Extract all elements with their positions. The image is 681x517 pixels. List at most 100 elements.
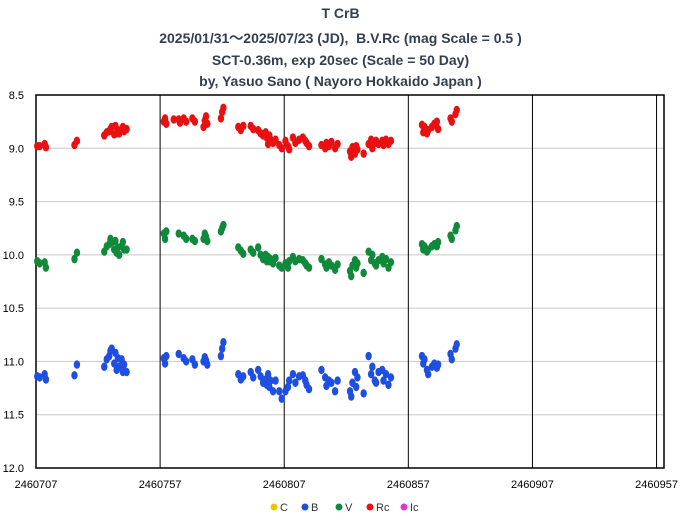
legend-marker-rc (366, 503, 374, 511)
data-point-b (434, 360, 442, 369)
plot-frame (35, 94, 665, 469)
data-point-v (254, 243, 262, 252)
x-tick-label: 2460707 (15, 479, 58, 491)
x-tick-label: 2460857 (387, 479, 430, 491)
data-point-v (42, 263, 50, 272)
data-point-b (365, 351, 372, 361)
data-point-rc (182, 117, 190, 126)
data-point-b (305, 384, 313, 394)
y-tick-label: 8.5 (9, 90, 24, 102)
legend-marker-b (301, 503, 309, 511)
data-point-rc (387, 136, 395, 146)
data-point-b (204, 360, 211, 369)
data-point-b (36, 373, 43, 382)
data-point-v (434, 237, 442, 247)
data-point-v (360, 268, 367, 278)
data-point-b (448, 355, 455, 364)
data-point-rc (217, 114, 225, 123)
data-point-v (240, 249, 247, 258)
data-point-b (163, 351, 170, 361)
data-point-b (285, 376, 293, 385)
data-point-rc (360, 149, 367, 158)
data-point-b (264, 370, 272, 379)
data-point-rc (272, 135, 279, 144)
data-point-v (369, 250, 376, 260)
data-point-rc (202, 112, 210, 121)
data-point-b (278, 394, 285, 403)
data-point-b (385, 380, 392, 390)
data-point-v (112, 236, 119, 246)
data-point-b (289, 370, 297, 379)
data-point-b (123, 367, 130, 377)
data-point-b (453, 340, 460, 349)
data-point-rc (433, 117, 441, 126)
data-point-b (161, 359, 169, 368)
data-point-v (284, 263, 292, 272)
data-point-b (380, 376, 387, 385)
data-point-b (71, 371, 78, 380)
y-tick-label: 9.0 (9, 143, 24, 155)
data-point-rc (204, 119, 211, 128)
data-point-v (453, 221, 460, 231)
data-point-b (334, 376, 341, 385)
data-point-v (36, 259, 43, 268)
data-point-v (115, 250, 123, 260)
data-point-rc (434, 124, 442, 134)
data-point-b (191, 360, 199, 369)
legend-label-v: V (345, 502, 353, 514)
data-point-b (73, 360, 81, 369)
data-point-b (272, 376, 279, 385)
data-point-rc (354, 145, 361, 154)
data-point-b (369, 362, 376, 371)
data-point-b (328, 378, 335, 387)
y-tick-label: 11.5 (3, 410, 24, 422)
chart-subtitle-dates: 2025/01/31～2025/07/23 (JD), B.V.Rc (mag … (159, 30, 522, 46)
legend-marker-v (335, 503, 343, 511)
data-point-rc (240, 121, 247, 131)
data-point-v (348, 271, 355, 281)
data-point-b (348, 392, 355, 401)
data-point-v (123, 245, 130, 254)
data-point-b (115, 362, 123, 371)
data-point-v (182, 234, 190, 244)
data-point-b (182, 357, 190, 366)
data-point-b (120, 360, 128, 369)
data-point-rc (191, 117, 199, 126)
data-point-b (284, 382, 292, 392)
legend-label-b: B (311, 502, 318, 514)
x-tick-label: 2460807 (263, 479, 306, 491)
data-point-b (354, 373, 361, 382)
data-point-rc (249, 124, 257, 134)
y-tick-label: 10.5 (3, 303, 24, 315)
x-tick-label: 2460757 (139, 479, 182, 491)
data-point-b (318, 365, 325, 375)
data-point-b (110, 359, 118, 368)
data-point-v (175, 229, 182, 238)
data-point-v (163, 227, 170, 236)
data-point-b (220, 338, 227, 347)
legend-marker-c (270, 503, 278, 511)
data-point-b (367, 370, 375, 379)
data-point-b (249, 373, 257, 382)
data-point-v (382, 254, 390, 264)
data-point-b (360, 389, 367, 398)
data-point-v (119, 237, 127, 247)
data-point-v (305, 263, 313, 272)
data-point-rc (163, 119, 170, 128)
data-point-v (249, 248, 257, 257)
legend-label-c: C (280, 502, 288, 514)
data-point-v (354, 259, 361, 268)
data-point-b (372, 378, 380, 387)
legend-label-ic: Ic (410, 502, 419, 514)
data-point-b (175, 349, 182, 359)
data-point-rc (448, 117, 455, 126)
data-point-rc (285, 145, 293, 154)
data-point-v (220, 220, 227, 230)
data-point-rc (278, 144, 285, 153)
data-point-b (254, 365, 262, 375)
data-point-rc (328, 137, 335, 147)
data-point-b (267, 376, 274, 385)
y-tick-label: 9.5 (9, 197, 24, 209)
y-tick-label: 12.0 (3, 463, 24, 475)
